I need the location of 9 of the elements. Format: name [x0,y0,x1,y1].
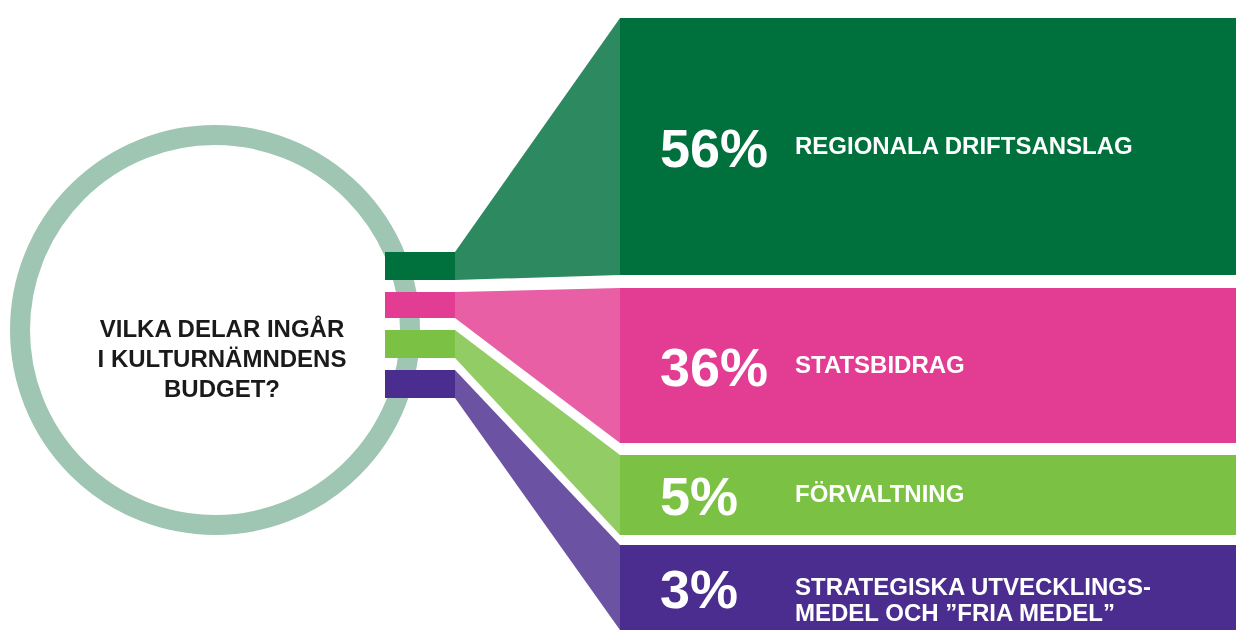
data-label: 5% [660,466,739,526]
data-label: 36% [660,336,769,397]
data-label: 56% [660,117,769,178]
category-label: STATSBIDRAG [795,350,965,378]
data-label: 3% [660,558,739,619]
text: VILKA DELAR INGÅR I KULTURNÄMNDENS BUDGET? [97,315,347,402]
category-label: STRATEGISKA UTVECKLINGS- MEDEL OCH ”FRIA MEDEL” [795,572,1152,626]
category-label: REGIONALA DRIFTSANSLAG [795,131,1133,159]
category-label: FÖRVALTNING [795,480,965,507]
